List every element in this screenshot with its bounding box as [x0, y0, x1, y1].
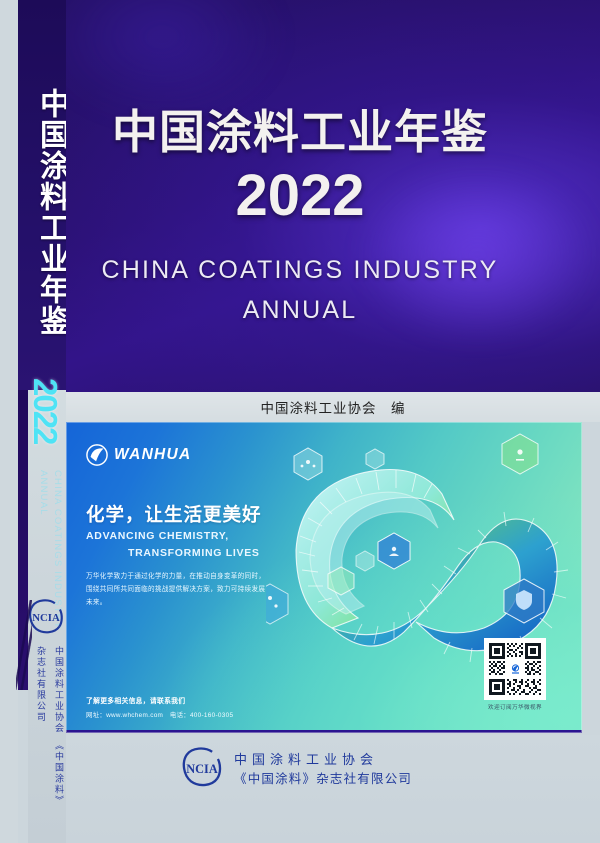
ad-slogan-chinese: 化学，让生活更美好	[86, 504, 262, 525]
spine-crease-decoration	[16, 600, 32, 690]
advertisement-panel: WANHUA 化学，让生活更美好 ADVANCING CHEMISTRY, TR…	[66, 422, 582, 733]
spine-dark-strip	[18, 390, 28, 690]
loop-right-lobe	[331, 511, 569, 663]
ad-slogan-english-line2: TRANSFORMING LIVES	[128, 547, 260, 559]
bottom-company-name: 《中国涂料》杂志社有限公司	[234, 771, 413, 786]
cover-glow-primary	[311, 133, 600, 377]
ncia-logo: NCIA	[180, 746, 224, 793]
ad-contact-heading: 了解更多相关信息，请联系我们	[86, 698, 186, 705]
spine-dark-panel	[18, 0, 66, 390]
ad-body-line2: 围绕共同所共同面临的挑战提供解决方案，致力可持续发展未来。	[86, 586, 266, 607]
bottom-publisher-block: NCIA 中国涂料工业协会 《中国涂料》杂志社有限公司	[180, 746, 412, 793]
ad-contact-detail: 网址：www.whchem.com 电话：400-160-0305	[86, 712, 234, 719]
cover-english-title-line1: CHINA COATINGS INDUSTRY	[101, 256, 499, 284]
spine-title: 中国涂料工业年鉴	[35, 88, 68, 336]
cover-glow-secondary	[66, 0, 323, 146]
spine-year: 2022	[27, 378, 64, 444]
wanhua-logo: WANHUA	[86, 444, 192, 466]
ncia-logo-icon: NCIA	[29, 599, 63, 634]
editor-band: 中国涂料工业协会 编	[66, 392, 600, 422]
ad-slogan-english-line1: ADVANCING CHEMISTRY,	[86, 530, 229, 542]
bottom-association-name: 中国涂料工业协会	[234, 751, 379, 767]
cover-year: 2022	[235, 163, 365, 228]
ad-body-text: 万华化学致力于通过化学的力量，在推动自身变革的同时， 围绕共同所共同面临的挑战提…	[86, 570, 268, 610]
infinity-loop-graphic	[251, 432, 582, 682]
ad-body-line1: 万华化学致力于通过化学的力量，在推动自身变革的同时，	[86, 573, 266, 580]
qr-code-image[interactable]	[484, 638, 546, 700]
spine-back-edge	[0, 0, 18, 843]
qr-code-caption: 欢迎订阅万华微视界	[488, 705, 542, 711]
wanhua-logo-icon	[86, 444, 108, 466]
spine-ncia-logo: NCIA	[27, 598, 65, 644]
editor-credit: 中国涂料工业协会 编	[260, 401, 406, 416]
spine-english-title: CHINA COATINGS INDUSTRY ANNUAL	[37, 470, 63, 630]
qr-code-block: 欢迎订阅万华微视界	[482, 638, 548, 711]
svg-text:NCIA: NCIA	[32, 612, 60, 624]
ncia-logo-icon: NCIA	[182, 747, 222, 787]
page-title: 中国涂料工业年鉴	[112, 106, 488, 158]
spine-light-panel	[28, 390, 66, 843]
bottom-publisher-text: 中国涂料工业协会 《中国涂料》杂志社有限公司	[234, 750, 412, 790]
bottom-band	[66, 735, 600, 843]
cover-english-title-line2: ANNUAL	[242, 296, 358, 324]
loop-floating-hexagons	[251, 433, 545, 625]
wanhua-wordmark: WANHUA	[114, 446, 192, 463]
svg-text:NCIA: NCIA	[186, 762, 218, 776]
spine-publisher: 中国涂料工业协会 《中国涂料》杂志社有限公司	[36, 646, 64, 802]
cover-upper-panel	[66, 0, 600, 392]
